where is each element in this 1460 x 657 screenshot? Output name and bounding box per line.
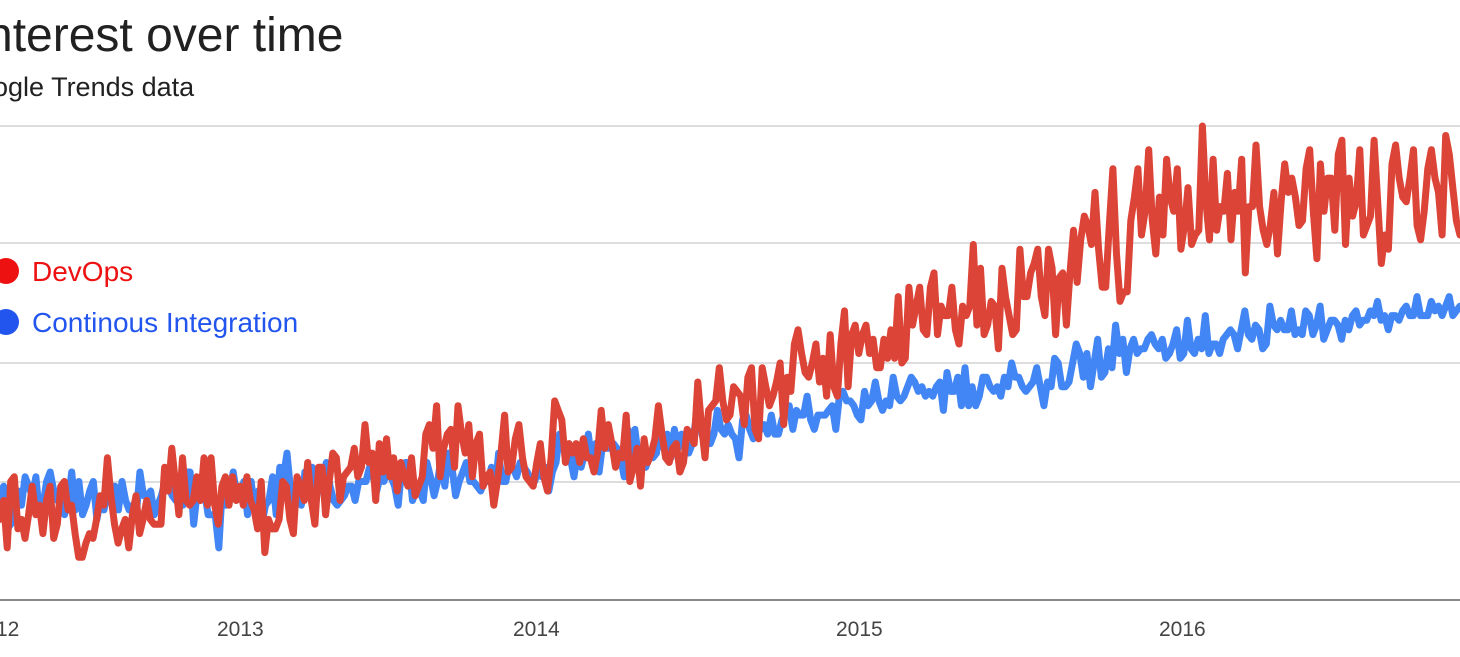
- legend-label-continous-integration: Continous Integration: [32, 307, 298, 338]
- legend-label-devops: DevOps: [32, 256, 133, 287]
- x-tick-label: 2014: [513, 618, 560, 641]
- x-tick-label: 2015: [836, 618, 883, 641]
- x-tick-label: 2013: [217, 618, 264, 641]
- chart-title: nterest over time: [0, 9, 344, 62]
- series-lines: [0, 122, 1460, 561]
- x-tick-label: 2016: [1159, 618, 1206, 641]
- x-tick-label: 12: [0, 618, 19, 641]
- legend: DevOps Continous Integration: [0, 256, 298, 338]
- chart-subtitle: oogle Trends data: [0, 72, 195, 102]
- x-axis-ticks: 12 2013 2014 2015 2016: [0, 618, 1206, 641]
- legend-marker-devops: [0, 258, 19, 284]
- legend-marker-continous-integration: [0, 309, 19, 335]
- series-line-devops: [0, 122, 1460, 561]
